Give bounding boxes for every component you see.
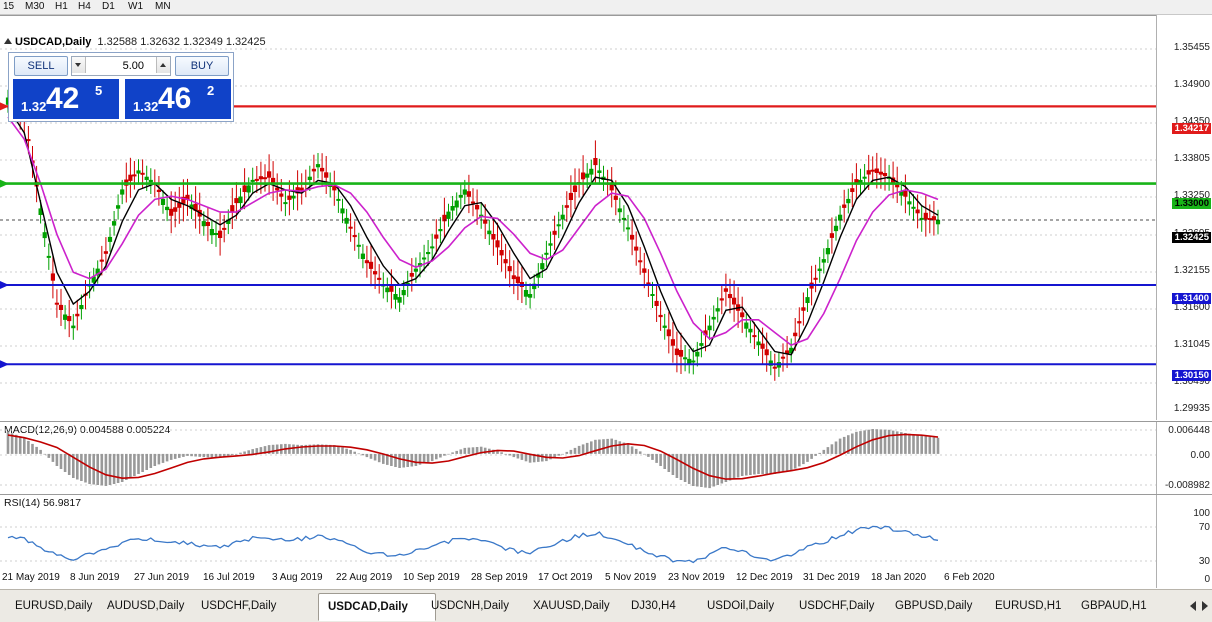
tab-usdcnh-daily[interactable]: USDCNH,Daily bbox=[431, 600, 509, 612]
tab-gbpaud-h1[interactable]: GBPAUD,H1 bbox=[1081, 600, 1147, 612]
price-axis[interactable]: 1.35455 1.34900 1.34350 1.33805 1.33250 … bbox=[1156, 15, 1212, 420]
timeframe-h4[interactable]: H4 bbox=[78, 1, 91, 12]
volume-input[interactable]: 5.00 bbox=[71, 56, 171, 76]
volume-value: 5.00 bbox=[122, 60, 144, 72]
date-tick-6: 10 Sep 2019 bbox=[403, 572, 460, 583]
rsi-axis-label-100: 100 bbox=[1193, 508, 1210, 519]
timeframe-h1[interactable]: H1 bbox=[55, 1, 68, 12]
macd-axis-label-min: -0.008982 bbox=[1164, 480, 1210, 491]
price-axis-label-1: 1.34900 bbox=[1173, 79, 1210, 90]
tab-gbpusd-daily[interactable]: GBPUSD,Daily bbox=[895, 600, 973, 612]
price-chart-canvas bbox=[0, 48, 1156, 384]
date-tick-10: 23 Nov 2019 bbox=[668, 572, 725, 583]
date-tick-4: 3 Aug 2019 bbox=[272, 572, 323, 583]
tab-eurusd-h1[interactable]: EURUSD,H1 bbox=[995, 600, 1062, 612]
buy-price-main: 46 bbox=[158, 82, 192, 115]
price-axis-label-6: 1.32155 bbox=[1173, 265, 1210, 276]
tab-usdchf-daily[interactable]: USDCHF,Daily bbox=[201, 600, 277, 612]
tab-eurusd-daily[interactable]: EURUSD,Daily bbox=[15, 600, 93, 612]
symbol-header: USDCAD,Daily 1.32588 1.32632 1.32349 1.32… bbox=[4, 36, 266, 48]
collapse-triangle-icon[interactable] bbox=[4, 38, 12, 44]
target-level-label: 1.33000 bbox=[1171, 198, 1211, 209]
date-tick-1: 8 Jun 2019 bbox=[70, 572, 120, 583]
one-click-trading-panel[interactable]: SELL 5.00 BUY 1.32 42 5 1.32 46 2 bbox=[8, 52, 234, 122]
support-level-1-label: 1.31400 bbox=[1171, 293, 1211, 304]
rsi-title: RSI(14) 56.9817 bbox=[4, 497, 82, 509]
date-tick-5: 22 Aug 2019 bbox=[336, 572, 393, 583]
tab-dj30-h4[interactable]: DJ30,H4 bbox=[631, 600, 676, 612]
sell-price-display[interactable]: 1.32 42 5 bbox=[13, 79, 119, 119]
chart-area[interactable]: USDCAD,Daily 1.32588 1.32632 1.32349 1.32… bbox=[0, 15, 1212, 588]
symbol-name: USDCAD,Daily bbox=[15, 36, 92, 48]
price-axis-label-2: 1.34350 bbox=[1173, 116, 1210, 127]
rsi-canvas bbox=[0, 525, 1156, 564]
date-axis: 21 May 2019 8 Jun 2019 27 Jun 2019 16 Ju… bbox=[0, 572, 1156, 588]
sell-price-fraction: 5 bbox=[95, 83, 103, 98]
volume-decrement-button[interactable] bbox=[72, 57, 86, 73]
rsi-pane[interactable]: RSI(14) 56.9817 100 70 30 0 bbox=[0, 494, 1212, 588]
date-tick-9: 5 Nov 2019 bbox=[605, 572, 657, 583]
resistance-level-label: 1.34217 bbox=[1171, 123, 1211, 134]
date-tick-11: 12 Dec 2019 bbox=[736, 572, 793, 583]
rsi-axis-label-30: 30 bbox=[1198, 556, 1210, 567]
date-tick-2: 27 Jun 2019 bbox=[134, 572, 190, 583]
timeframe-m15[interactable]: 15 bbox=[3, 1, 15, 12]
current-price-label: 1.32425 bbox=[1171, 232, 1211, 243]
tab-usdchf-daily-2[interactable]: USDCHF,Daily bbox=[799, 600, 875, 612]
price-axis-label-4: 1.33250 bbox=[1173, 190, 1210, 201]
date-tick-7: 28 Sep 2019 bbox=[471, 572, 528, 583]
tab-usdcad-daily[interactable]: USDCAD,Daily bbox=[318, 593, 436, 621]
rsi-axis-label-70: 70 bbox=[1198, 522, 1210, 533]
buy-price-prefix: 1.32 bbox=[133, 99, 159, 114]
date-tick-0: 21 May 2019 bbox=[2, 572, 60, 583]
tab-usdoil-daily[interactable]: USDOil,Daily bbox=[707, 600, 775, 612]
timeframe-w1[interactable]: W1 bbox=[128, 1, 143, 12]
date-tick-13: 18 Jan 2020 bbox=[871, 572, 927, 583]
macd-axis-label-zero: 0.00 bbox=[1190, 450, 1210, 461]
sell-price-prefix: 1.32 bbox=[21, 99, 47, 114]
sell-button[interactable]: SELL bbox=[14, 56, 68, 76]
tab-xauusd-daily[interactable]: XAUUSD,Daily bbox=[533, 600, 610, 612]
macd-axis-label-max: 0.006448 bbox=[1168, 425, 1210, 436]
date-tick-14: 6 Feb 2020 bbox=[944, 572, 995, 583]
tab-audusd-daily[interactable]: AUDUSD,Daily bbox=[107, 600, 185, 612]
price-axis-label-10: 1.29935 bbox=[1173, 403, 1210, 414]
buy-price-display[interactable]: 1.32 46 2 bbox=[125, 79, 231, 119]
volume-increment-button[interactable] bbox=[156, 57, 170, 73]
buy-price-fraction: 2 bbox=[207, 83, 215, 98]
macd-title: MACD(12,26,9) 0.004588 0.005224 bbox=[4, 424, 171, 436]
rsi-axis: 100 70 30 0 bbox=[1156, 495, 1212, 588]
chart-tab-bar[interactable]: EURUSD,Daily AUDUSD,Daily USDCHF,Daily U… bbox=[0, 589, 1212, 622]
timeframe-m30[interactable]: M30 bbox=[25, 1, 45, 12]
macd-pane[interactable]: MACD(12,26,9) 0.004588 0.005224 0.006448… bbox=[0, 421, 1212, 494]
price-axis-label-8: 1.31045 bbox=[1173, 339, 1210, 350]
date-tick-12: 31 Dec 2019 bbox=[803, 572, 860, 583]
sell-price-main: 42 bbox=[46, 82, 80, 115]
date-tick-8: 17 Oct 2019 bbox=[538, 572, 593, 583]
timeframe-d1[interactable]: D1 bbox=[102, 1, 115, 12]
timeframe-toolbar: 15 M30 H1 H4 D1 W1 MN bbox=[0, 0, 1212, 15]
tab-scroll-controls[interactable] bbox=[1188, 598, 1210, 614]
price-axis-label-3: 1.33805 bbox=[1173, 153, 1210, 164]
macd-axis: 0.006448 0.00 -0.008982 bbox=[1156, 422, 1212, 494]
trade-controls-row: SELL 5.00 BUY bbox=[9, 53, 233, 77]
rsi-axis-label-0: 0 bbox=[1204, 574, 1210, 585]
macd-canvas bbox=[0, 429, 1156, 489]
symbol-ohlc-quotes: 1.32588 1.32632 1.32349 1.32425 bbox=[97, 36, 266, 48]
timeframe-mn[interactable]: MN bbox=[155, 1, 171, 12]
date-tick-3: 16 Jul 2019 bbox=[203, 572, 255, 583]
buy-button[interactable]: BUY bbox=[175, 56, 229, 76]
support-level-2-label: 1.30150 bbox=[1171, 370, 1211, 381]
price-axis-label-0: 1.35455 bbox=[1173, 42, 1210, 53]
price-axis-label-9: 1.30490 bbox=[1173, 376, 1210, 387]
price-axis-label-7: 1.31600 bbox=[1173, 302, 1210, 313]
